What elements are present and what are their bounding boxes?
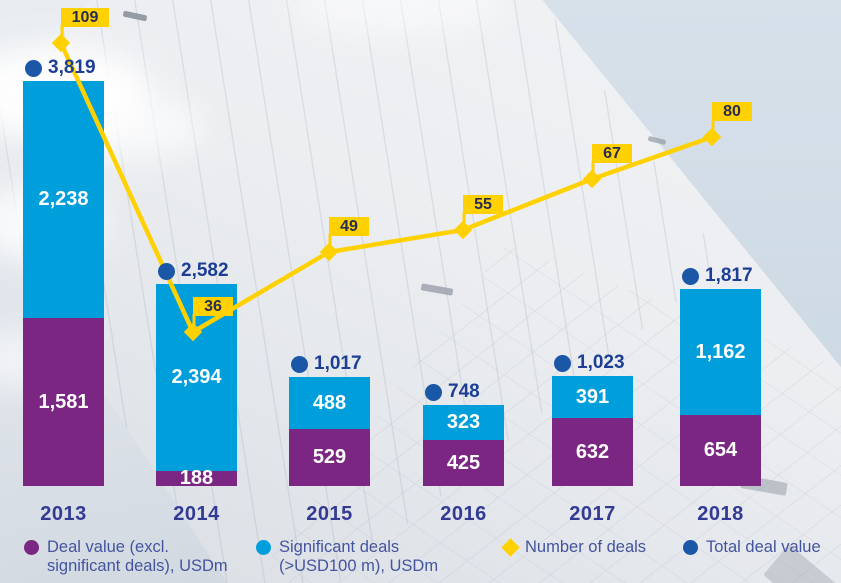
segment-value-label: 188 — [179, 467, 214, 489]
deals-count-badge-2018: 80 — [712, 102, 752, 121]
bar-2018-deal-value-segment: 654 — [680, 415, 761, 486]
deals-count-badge-2016: 55 — [463, 195, 503, 214]
deals-diamond-marker-2014 — [183, 322, 203, 342]
segment-value-label: 1,162 — [695, 340, 746, 363]
blue-circle-icon — [256, 540, 271, 555]
bar-2013: 2,238 1,581 — [23, 81, 104, 486]
bar-2015-deal-value-segment: 529 — [289, 429, 370, 486]
segment-value-label: 425 — [446, 451, 481, 474]
total-deal-value-dot — [425, 383, 442, 401]
total-deal-value-text: 3,819 — [48, 57, 96, 78]
deals-diamond-marker-2015 — [319, 242, 339, 262]
total-deal-value-text: 1,023 — [577, 352, 625, 373]
bar-2017-deal-value-segment: 632 — [552, 418, 633, 486]
navy-circle-icon — [683, 540, 698, 555]
bar-2016-significant-segment: 323 — [423, 405, 504, 440]
legend-label: Significant deals (>USD100 m), USDm — [279, 538, 439, 575]
deals-count-badge-2015: 49 — [329, 217, 369, 236]
bar-2014-deal-value-segment: 188 — [156, 467, 237, 489]
total-deal-value-dot — [25, 59, 42, 77]
deals-diamond-marker-2018 — [702, 127, 722, 147]
bar-2015: 488 529 — [289, 377, 370, 486]
bar-2017-significant-segment: 391 — [552, 376, 633, 418]
segment-value-label: 2,394 — [171, 366, 222, 388]
segment-value-label: 1,581 — [38, 390, 89, 413]
total-deal-value-2013: 3,819 — [25, 57, 96, 79]
total-deal-value-dot — [291, 355, 308, 373]
segment-value-label: 654 — [703, 439, 738, 461]
year-label-2017: 2017 — [569, 503, 616, 525]
yellow-diamond-icon — [501, 538, 520, 557]
segment-value-label: 632 — [575, 440, 610, 463]
bar-2016-deal-value-segment: 425 — [423, 440, 504, 486]
number-of-deals-line — [58, 42, 713, 336]
deals-diamond-marker-2017 — [582, 169, 602, 189]
segment-value-label: 323 — [446, 411, 481, 433]
total-deal-value-dot — [158, 262, 175, 280]
total-deal-value-2016: 748 — [425, 381, 480, 403]
year-label-2016: 2016 — [440, 503, 487, 525]
purple-circle-icon — [24, 540, 39, 555]
bar-2016: 323 425 — [423, 405, 504, 486]
total-deal-value-2015: 1,017 — [291, 353, 362, 375]
total-deal-value-text: 748 — [448, 381, 480, 402]
bar-2013-significant-segment: 2,238 — [23, 81, 104, 318]
segment-value-label: 391 — [575, 385, 610, 408]
year-label-2014: 2014 — [173, 503, 220, 525]
segment-value-label: 488 — [312, 391, 347, 414]
deals-count-badge-2013: 109 — [61, 8, 109, 27]
year-label-2018: 2018 — [697, 503, 744, 525]
total-deal-value-2018: 1,817 — [682, 265, 753, 287]
deals-count-badge-2014: 36 — [193, 297, 233, 316]
total-deal-value-2017: 1,023 — [554, 352, 625, 374]
bar-2018-significant-segment: 1,162 — [680, 289, 761, 415]
year-label-2013: 2013 — [40, 503, 87, 525]
year-label-2015: 2015 — [306, 503, 353, 525]
legend-label: Deal value (excl. significant deals), US… — [47, 538, 228, 575]
deals-diamond-marker-2016 — [453, 220, 473, 240]
legend-item-significant-deals: Significant deals (>USD100 m), USDm — [256, 538, 438, 576]
legend-label: Number of deals — [525, 538, 647, 556]
bar-2015-significant-segment: 488 — [289, 377, 370, 429]
legend-item-deal-value: Deal value (excl. significant deals), US… — [24, 538, 228, 576]
total-deal-value-2014: 2,582 — [158, 260, 229, 282]
total-deal-value-text: 2,582 — [181, 260, 229, 281]
segment-value-label: 2,238 — [38, 188, 89, 210]
total-deal-value-text: 1,817 — [705, 265, 753, 286]
total-deal-value-text: 1,017 — [314, 353, 362, 374]
total-deal-value-dot — [554, 354, 571, 372]
deals-count-badge-2017: 67 — [592, 144, 632, 163]
legend-item-total-deal-value: Total deal value — [683, 538, 821, 557]
bar-2017: 391 632 — [552, 376, 633, 486]
legend-item-number-of-deals: Number of deals — [501, 538, 647, 557]
bar-2013-deal-value-segment: 1,581 — [23, 318, 104, 486]
bar-2018: 1,162 654 — [680, 289, 761, 486]
total-deal-value-dot — [682, 267, 699, 285]
segment-value-label: 529 — [312, 446, 347, 468]
legend-label: Total deal value — [706, 538, 821, 556]
